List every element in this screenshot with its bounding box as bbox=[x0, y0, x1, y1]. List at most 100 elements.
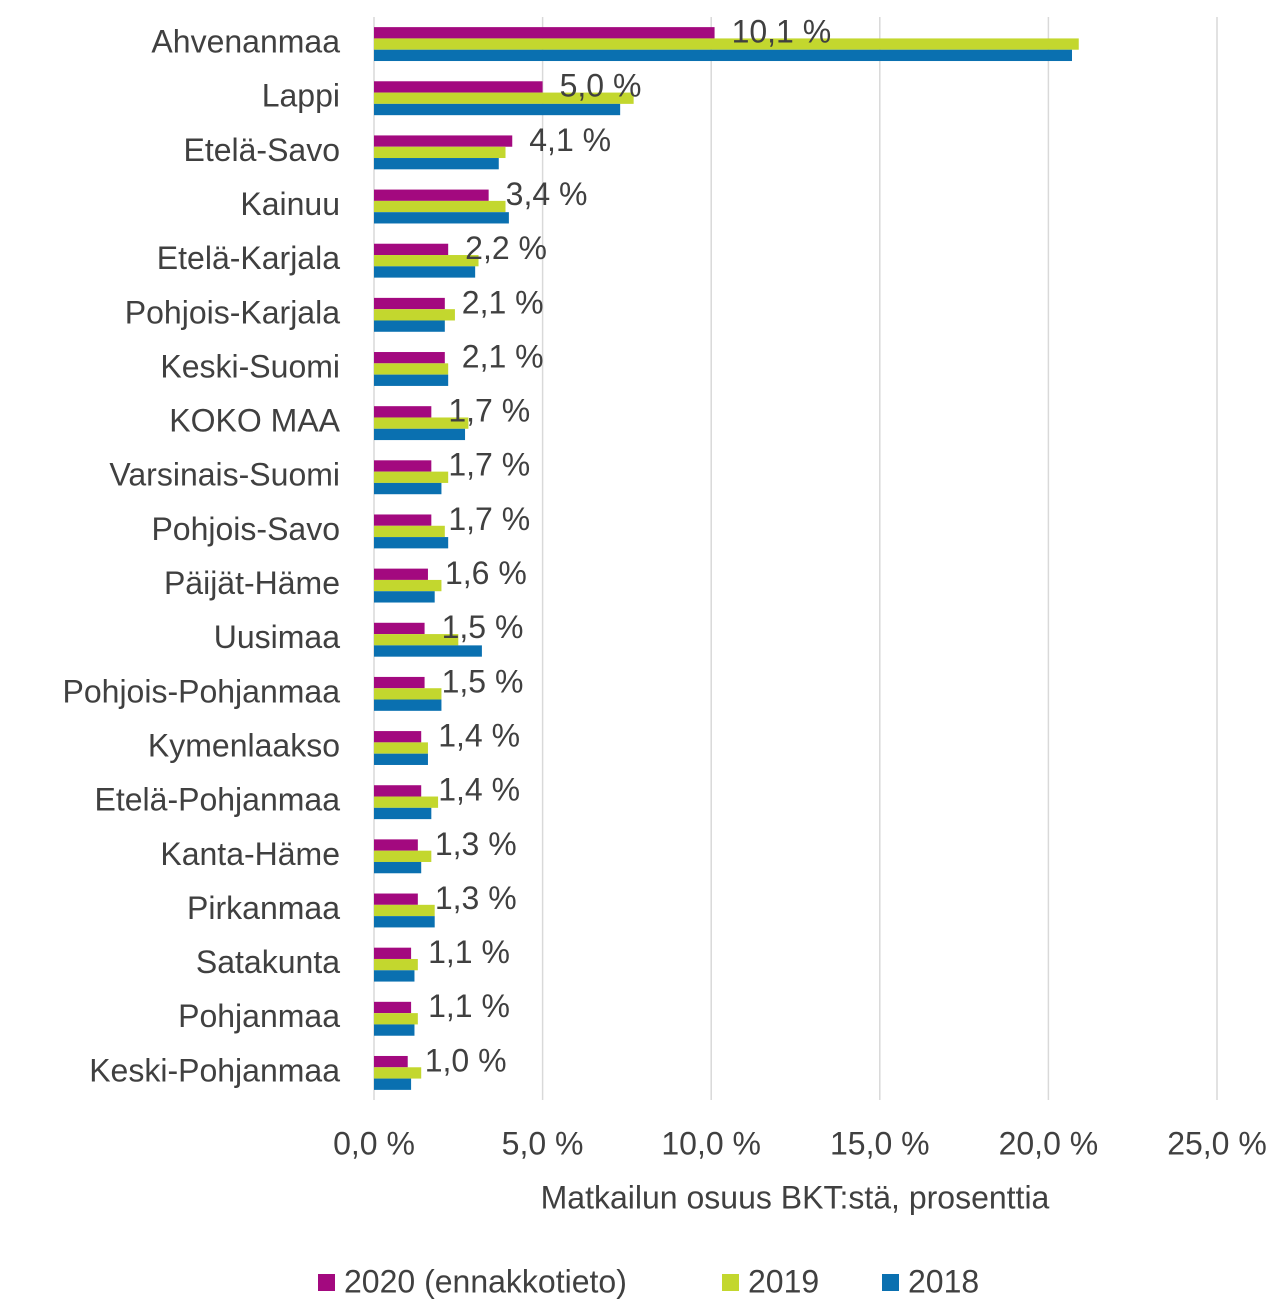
bar bbox=[374, 374, 449, 386]
bar bbox=[374, 212, 509, 224]
y-tick-label: Pohjanmaa bbox=[178, 998, 340, 1034]
y-tick-label: Keski-Suomi bbox=[160, 348, 340, 384]
legend-swatch bbox=[722, 1274, 739, 1291]
y-tick-label: Ahvenanmaa bbox=[151, 24, 340, 60]
bar bbox=[374, 699, 442, 711]
bar bbox=[374, 645, 482, 657]
y-tick-label: Keski-Pohjanmaa bbox=[89, 1052, 340, 1088]
bar bbox=[374, 568, 428, 580]
bar bbox=[374, 255, 479, 267]
y-tick-label: Kainuu bbox=[240, 186, 340, 222]
legend-swatch bbox=[882, 1274, 899, 1291]
bar bbox=[374, 579, 442, 592]
bar bbox=[374, 352, 445, 364]
bar bbox=[374, 1024, 415, 1036]
bar bbox=[374, 1055, 408, 1068]
bar bbox=[374, 363, 449, 375]
bar bbox=[374, 537, 449, 549]
data-label: 1,1 % bbox=[428, 988, 510, 1024]
data-label: 1,4 % bbox=[438, 772, 520, 808]
y-tick-label: Kymenlaakso bbox=[148, 727, 340, 763]
y-tick-label: Etelä-Savo bbox=[183, 132, 340, 168]
data-label: 1,7 % bbox=[448, 447, 530, 483]
bar bbox=[374, 742, 428, 754]
bar bbox=[374, 200, 506, 213]
bar bbox=[374, 406, 432, 418]
data-label: 3,4 % bbox=[506, 176, 588, 212]
bar bbox=[374, 189, 489, 201]
bar bbox=[374, 428, 466, 441]
y-tick-label: KOKO MAA bbox=[169, 403, 340, 439]
bar bbox=[374, 807, 432, 820]
bar bbox=[374, 146, 506, 159]
data-label: 1,5 % bbox=[442, 609, 524, 645]
bar bbox=[374, 731, 422, 743]
data-label: 2,1 % bbox=[462, 284, 544, 320]
data-label: 10,1 % bbox=[732, 14, 832, 50]
data-label: 5,0 % bbox=[560, 68, 642, 104]
bar bbox=[374, 1078, 412, 1090]
data-label: 1,1 % bbox=[428, 934, 510, 970]
bar bbox=[374, 49, 1073, 62]
bar bbox=[374, 688, 442, 700]
bar bbox=[374, 850, 432, 862]
data-label: 2,1 % bbox=[462, 338, 544, 374]
bar bbox=[374, 893, 418, 905]
data-label: 1,3 % bbox=[435, 826, 517, 862]
x-axis-title: Matkailun osuus BKT:stä, prosenttia bbox=[541, 1179, 1050, 1215]
bar bbox=[374, 916, 435, 928]
data-label: 1,7 % bbox=[448, 393, 530, 429]
y-tick-label: Pohjois-Savo bbox=[151, 511, 340, 547]
data-label: 2,2 % bbox=[465, 230, 547, 266]
x-tick-label: 20,0 % bbox=[999, 1125, 1099, 1161]
legend-label: 2019 bbox=[748, 1263, 819, 1299]
x-tick-label: 15,0 % bbox=[830, 1125, 930, 1161]
y-tick-label: Pohjois-Karjala bbox=[125, 294, 340, 330]
bar bbox=[374, 417, 469, 429]
bar bbox=[374, 622, 425, 635]
data-label: 1,6 % bbox=[445, 555, 527, 591]
bar bbox=[374, 591, 435, 603]
x-tick-label: 0,0 % bbox=[333, 1125, 415, 1161]
legend-label: 2018 bbox=[908, 1263, 979, 1299]
legend-swatch bbox=[318, 1274, 335, 1291]
bar bbox=[374, 525, 445, 538]
bar bbox=[374, 158, 499, 170]
data-label: 1,0 % bbox=[425, 1042, 507, 1078]
bar bbox=[374, 676, 425, 689]
data-label: 1,5 % bbox=[442, 663, 524, 699]
bar bbox=[374, 1013, 418, 1025]
bar bbox=[374, 471, 449, 483]
bar bbox=[374, 81, 543, 93]
bar bbox=[374, 796, 439, 808]
y-tick-label: Pohjois-Pohjanmaa bbox=[63, 673, 341, 709]
x-tick-label: 5,0 % bbox=[502, 1125, 584, 1161]
bar bbox=[374, 1001, 412, 1014]
data-label: 4,1 % bbox=[529, 122, 611, 158]
x-tick-label: 10,0 % bbox=[661, 1125, 761, 1161]
bar bbox=[374, 861, 422, 874]
bar bbox=[374, 309, 455, 321]
bar bbox=[374, 92, 634, 104]
bar bbox=[374, 947, 412, 959]
bar bbox=[374, 1067, 422, 1079]
bar bbox=[374, 460, 432, 472]
bar bbox=[374, 27, 715, 39]
y-tick-label: Satakunta bbox=[196, 944, 340, 980]
bar bbox=[374, 135, 513, 147]
legend-label: 2020 (ennakkotieto) bbox=[344, 1263, 627, 1299]
data-label: 1,7 % bbox=[448, 501, 530, 537]
y-tick-label: Varsinais-Suomi bbox=[109, 457, 340, 493]
bar bbox=[374, 634, 459, 646]
bar bbox=[374, 904, 435, 917]
bar bbox=[374, 482, 442, 495]
bar bbox=[374, 958, 418, 971]
data-label: 1,3 % bbox=[435, 880, 517, 916]
bar bbox=[374, 753, 428, 765]
bar bbox=[374, 785, 422, 797]
y-tick-label: Etelä-Karjala bbox=[157, 240, 340, 276]
y-tick-label: Päijät-Häme bbox=[164, 565, 340, 601]
bar bbox=[374, 297, 445, 310]
bar bbox=[374, 839, 418, 851]
